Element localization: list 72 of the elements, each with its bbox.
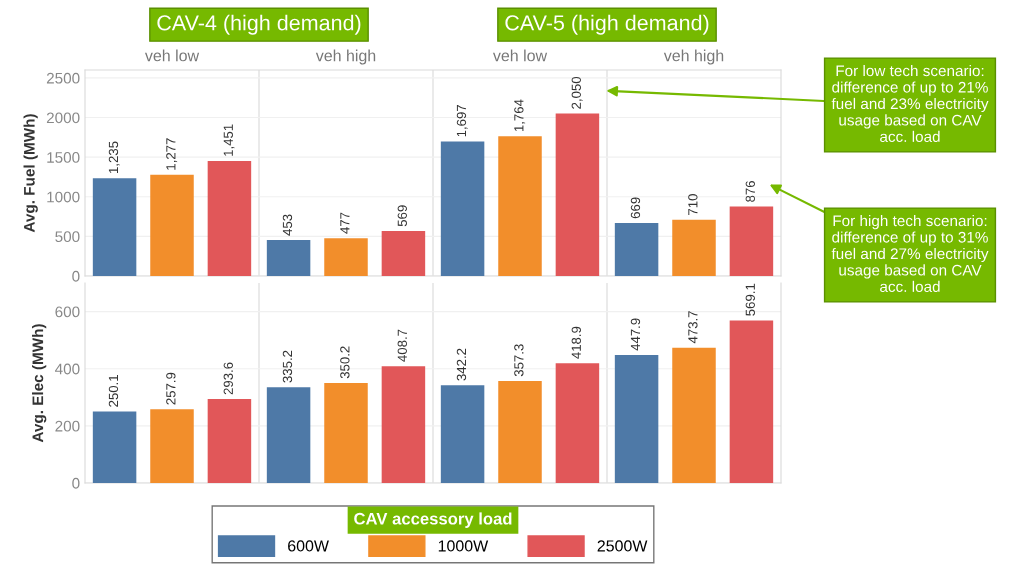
- data-label: 257.9: [166, 372, 176, 405]
- data-label: 453: [282, 214, 293, 236]
- bar: [555, 363, 600, 483]
- text: CAV-4 (high demand): [157, 14, 361, 35]
- x-tick-label: veh low: [144, 49, 200, 62]
- bar: [729, 206, 774, 276]
- bar: [150, 174, 194, 276]
- bar: [207, 161, 252, 276]
- bar: [92, 178, 137, 276]
- y-tick-label: 2500: [46, 72, 80, 84]
- legend-label: 2500W: [597, 540, 648, 552]
- data-label: 876: [745, 180, 755, 202]
- bar: [498, 380, 542, 483]
- bar: [614, 355, 659, 483]
- bar: [92, 411, 137, 483]
- data-label: 1,764: [514, 99, 526, 132]
- bar: [440, 141, 485, 276]
- data-label: 2,050: [571, 76, 583, 109]
- data-label: 473.7: [688, 311, 698, 344]
- data-label: 669: [630, 197, 641, 219]
- data-label: 335.2: [282, 350, 293, 383]
- data-label: 569.1: [745, 283, 755, 316]
- data-label: 1,235: [108, 141, 120, 173]
- bar: [672, 347, 716, 483]
- bar: [614, 222, 659, 276]
- y-tick-label: 0: [72, 477, 80, 489]
- bar: [672, 219, 716, 276]
- data-label: 408.7: [397, 329, 407, 362]
- y-tick-label: 400: [55, 363, 80, 375]
- text: For low tech scenario: difference of up to 21% fuel and 23% electricity usage based on CAV acc. load: [831, 64, 989, 143]
- bar: [381, 366, 426, 483]
- data-label: 250.1: [108, 375, 119, 407]
- data-label: 569: [397, 205, 407, 227]
- y-tick-label: 600: [55, 306, 80, 318]
- y-tick-label: 2000: [46, 112, 80, 124]
- legend-label: 1000W: [438, 540, 489, 552]
- y-axis-title: Avg. Elec (MWh): [32, 324, 47, 443]
- bar: [150, 409, 194, 483]
- data-label: 447.9: [630, 318, 641, 351]
- data-label: 357.3: [514, 344, 524, 377]
- bar: [266, 387, 311, 483]
- bar: [555, 113, 600, 276]
- bar: [324, 238, 368, 276]
- legend-title: CAV accessory load: [354, 512, 512, 528]
- bar: [498, 136, 542, 276]
- y-tick-label: 1500: [47, 152, 80, 163]
- data-label: 1,697: [456, 105, 468, 137]
- bar: [324, 382, 368, 483]
- bar: [381, 230, 426, 276]
- legend-label: 600W: [288, 540, 329, 552]
- data-label: 710: [688, 194, 698, 215]
- x-tick-label: veh high: [663, 49, 724, 65]
- bar: [266, 240, 311, 276]
- data-label: 342.2: [456, 348, 467, 381]
- data-label: 1,277: [166, 138, 178, 170]
- data-label: 418.9: [571, 326, 581, 359]
- y-tick-label: 200: [55, 420, 80, 432]
- x-tick-label: veh high: [315, 49, 376, 65]
- text: For high tech scenario: difference of up to 31% fuel and 27% electricity usage based on CAV acc. load: [831, 214, 989, 293]
- x-tick-label: veh low: [492, 49, 548, 62]
- y-tick-label: 0: [72, 270, 80, 282]
- data-label: 477: [340, 212, 350, 234]
- bar: [440, 385, 485, 483]
- data-label: 350.2: [340, 346, 350, 379]
- bar: [729, 320, 774, 483]
- text: CAV-5 (high demand): [505, 14, 709, 35]
- y-tick-label: 500: [55, 231, 80, 243]
- y-axis-title: Avg. Fuel (MWh): [23, 114, 38, 233]
- data-label: 1,451: [223, 124, 235, 156]
- data-label: 293.6: [223, 362, 233, 395]
- bar: [207, 399, 252, 483]
- y-tick-label: 1000: [47, 191, 80, 203]
